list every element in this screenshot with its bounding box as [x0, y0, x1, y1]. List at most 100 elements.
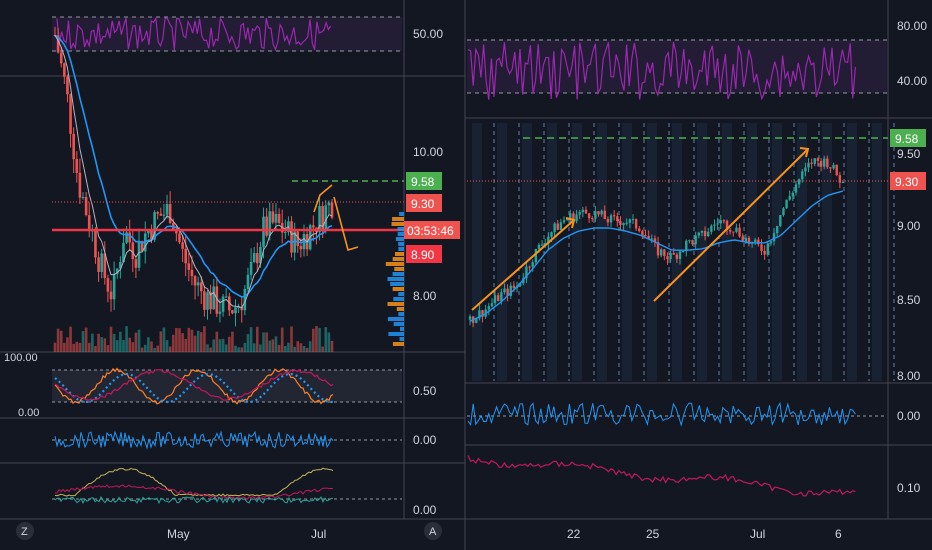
left-candle-body: [75, 159, 79, 173]
left-momentum-pane: [52, 430, 402, 450]
left-momentum-line: [54, 430, 334, 450]
right-candle-body: [819, 160, 823, 167]
right-candle-body: [672, 253, 675, 255]
left-volume-bar: [187, 327, 191, 352]
right-candle-body: [638, 228, 641, 232]
right-candle-body: [744, 237, 748, 242]
left-volume-bar: [224, 344, 228, 352]
left-candle-body: [268, 211, 272, 236]
right-candle-body: [587, 213, 591, 219]
left-candle-body: [312, 225, 315, 228]
right-candle-body: [490, 303, 494, 307]
left-volume-profile-bar: [387, 302, 404, 306]
left-volume-bar: [221, 338, 225, 352]
right-rsi-line: [467, 41, 856, 101]
left-volume-bar: [143, 344, 147, 352]
left-candle-body: [147, 229, 150, 234]
left-volume-profile-bar: [395, 252, 404, 256]
left-volume-bar: [299, 343, 303, 352]
left-corner-logo[interactable]: Z: [16, 522, 34, 540]
left-volume-bar: [321, 346, 324, 352]
left-candle-body: [97, 257, 100, 272]
right-candle-body: [804, 167, 807, 172]
right-candle-body: [591, 218, 594, 220]
left-candle-body: [262, 216, 265, 247]
left-candle-body: [209, 292, 212, 310]
left-candle-body: [246, 274, 250, 290]
right-candle-body: [785, 199, 788, 209]
right-candle-body: [703, 230, 707, 237]
right-price-pane: [467, 123, 895, 381]
right-candle-body: [600, 210, 603, 215]
left-volume-bar: [147, 337, 150, 352]
left-candle-body: [181, 242, 184, 249]
left-candle-body: [212, 286, 216, 310]
left-rsi-line: [56, 16, 332, 52]
left-candle-body: [187, 263, 191, 270]
left-volume-bar: [259, 344, 262, 352]
left-volume-bar: [199, 332, 203, 352]
right-candle-body: [653, 238, 657, 243]
right-vol-axis-010: 0.10: [897, 481, 921, 495]
left-candle-body: [162, 214, 166, 216]
right-moving-average: [469, 190, 844, 322]
right-corner-logo[interactable]: A: [424, 522, 442, 540]
left-volume-profile-bar: [398, 312, 404, 316]
left-candle-body: [240, 307, 244, 311]
right-candle-body: [832, 164, 835, 169]
right-candle-body: [788, 196, 791, 200]
left-volume-bar: [330, 340, 334, 352]
right-session-band: [497, 123, 507, 381]
left-moving-average-grey: [54, 35, 333, 309]
left-volume-profile-bar: [385, 262, 404, 266]
right-candle-body: [493, 295, 497, 304]
left-candle-body: [106, 278, 110, 292]
right-price-axis-900: 9.00: [897, 219, 921, 233]
right-candle-body: [518, 283, 522, 287]
right-candle-body: [475, 318, 478, 323]
left-volume-bar: [290, 326, 293, 352]
left-candle-body: [168, 204, 172, 223]
right-candle-body: [697, 232, 701, 236]
right-time-6: 6: [835, 527, 842, 541]
left-volume-bar: [252, 343, 256, 352]
left-stoch-d-line: [54, 372, 334, 404]
right-session-band: [522, 123, 532, 381]
left-volume-profile-bar: [393, 322, 404, 326]
left-volume-bar: [100, 337, 103, 352]
left-volume-bar: [181, 333, 184, 352]
right-candle-body: [534, 249, 538, 263]
svg-text:8.90: 8.90: [411, 248, 435, 262]
right-candle-body: [694, 235, 697, 245]
right-session-band: [647, 123, 657, 381]
left-volume-bar: [115, 340, 119, 352]
left-volume-bar: [190, 329, 194, 352]
right-candle-body: [522, 278, 525, 284]
left-stoch-k-line: [54, 367, 334, 405]
right-candle-body: [569, 213, 572, 220]
right-osc-pane: [467, 401, 887, 427]
right-candle-body: [816, 158, 820, 161]
right-session-band: [772, 123, 782, 381]
right-candle-body: [772, 233, 776, 242]
left-volume-bar: [256, 326, 259, 352]
right-candle-body: [512, 285, 516, 289]
left-candle-body: [178, 233, 181, 243]
left-candle-body: [63, 63, 66, 77]
left-candle-body: [122, 242, 125, 263]
left-candle-body: [324, 205, 328, 230]
left-volume-profile-bar: [388, 332, 404, 336]
left-volume-bar: [302, 345, 306, 352]
left-time-jul: Jul: [311, 527, 326, 541]
left-candle-body: [290, 221, 293, 253]
left-volume-bar: [209, 347, 212, 352]
left-volume-bar: [122, 340, 125, 352]
left-candle-body: [128, 232, 131, 243]
left-candle-body: [156, 212, 160, 214]
left-candle-body: [134, 259, 138, 268]
left-volume-bar: [284, 346, 287, 352]
right-candle-body: [625, 222, 628, 224]
left-candle-body: [203, 291, 206, 310]
left-candle-body: [234, 307, 237, 314]
left-price-axis-8: 8.00: [413, 289, 437, 303]
